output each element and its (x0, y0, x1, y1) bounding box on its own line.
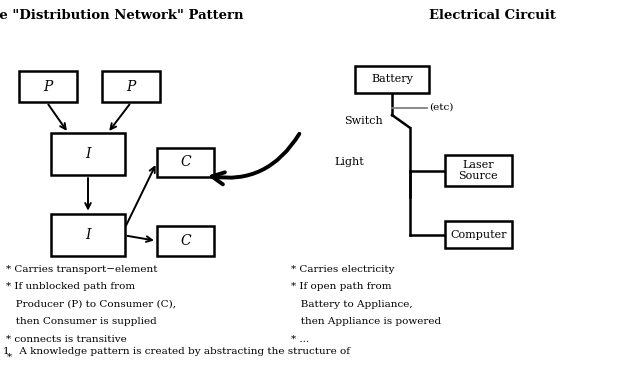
FancyBboxPatch shape (157, 226, 214, 256)
Text: C: C (180, 234, 191, 248)
Text: (etc): (etc) (429, 102, 454, 111)
Text: Battery: Battery (371, 74, 413, 84)
Text: * ...: * ... (291, 335, 309, 344)
FancyBboxPatch shape (19, 71, 77, 102)
Text: Light: Light (335, 157, 364, 168)
Text: The "Distribution Network" Pattern: The "Distribution Network" Pattern (0, 9, 244, 22)
FancyBboxPatch shape (51, 214, 125, 255)
FancyBboxPatch shape (51, 133, 125, 175)
Text: Laser
Source: Laser Source (459, 160, 498, 181)
Text: * Carries transport−element: * Carries transport−element (6, 265, 158, 274)
Text: Electrical Circuit: Electrical Circuit (429, 9, 556, 22)
Text: * connects is transitive: * connects is transitive (6, 335, 127, 344)
Text: Battery to Appliance,: Battery to Appliance, (291, 300, 413, 309)
Text: * If unblocked path from: * If unblocked path from (6, 282, 136, 291)
FancyBboxPatch shape (445, 155, 512, 186)
Text: I: I (85, 147, 91, 161)
FancyBboxPatch shape (102, 71, 160, 102)
Text: C: C (180, 155, 191, 169)
Text: * If open path from: * If open path from (291, 282, 392, 291)
Text: * Carries electricity: * Carries electricity (291, 265, 395, 274)
Text: then Consumer is supplied: then Consumer is supplied (6, 317, 157, 326)
FancyBboxPatch shape (157, 148, 214, 177)
Text: Producer (P) to Consumer (C),: Producer (P) to Consumer (C), (6, 300, 177, 309)
Text: I: I (85, 227, 91, 242)
Text: 1   A knowledge pattern is created by abstracting the structure of: 1 A knowledge pattern is created by abst… (3, 347, 350, 356)
FancyBboxPatch shape (445, 221, 512, 248)
Text: *: * (6, 352, 12, 361)
FancyBboxPatch shape (355, 66, 429, 93)
Text: Switch: Switch (344, 116, 383, 126)
Text: then Appliance is powered: then Appliance is powered (291, 317, 442, 326)
Text: Computer: Computer (450, 230, 507, 239)
Text: P: P (44, 80, 52, 94)
Text: P: P (127, 80, 136, 94)
